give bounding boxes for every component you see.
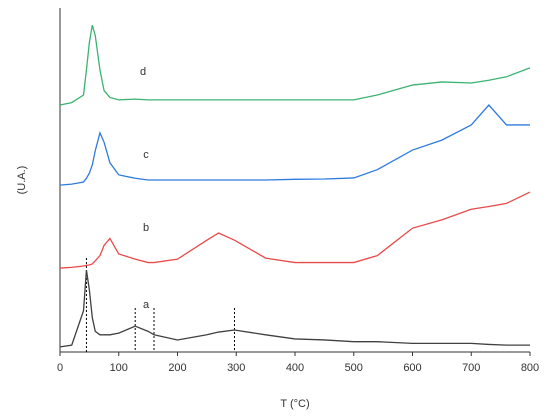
series-label: b bbox=[143, 222, 149, 234]
series-label: a bbox=[143, 299, 150, 311]
x-tick-label: 0 bbox=[57, 362, 63, 374]
x-tick-label: 600 bbox=[403, 362, 421, 374]
x-tick-label: 300 bbox=[227, 362, 245, 374]
series-label: d bbox=[140, 66, 146, 78]
x-tick-label: 500 bbox=[345, 362, 363, 374]
series-line bbox=[59, 104, 530, 186]
x-tick-label: 100 bbox=[110, 362, 128, 374]
x-tick-label: 200 bbox=[168, 362, 186, 374]
x-tick-label: 800 bbox=[521, 362, 539, 374]
series-label: c bbox=[143, 149, 149, 161]
series-line bbox=[59, 270, 530, 348]
series-line bbox=[59, 25, 531, 106]
x-tick-label: 400 bbox=[286, 362, 304, 374]
y-axis-title: (U.A.) bbox=[16, 166, 28, 195]
x-axis-title: T (°C) bbox=[280, 398, 309, 410]
x-tick-label: 700 bbox=[462, 362, 480, 374]
series-line bbox=[59, 191, 531, 269]
